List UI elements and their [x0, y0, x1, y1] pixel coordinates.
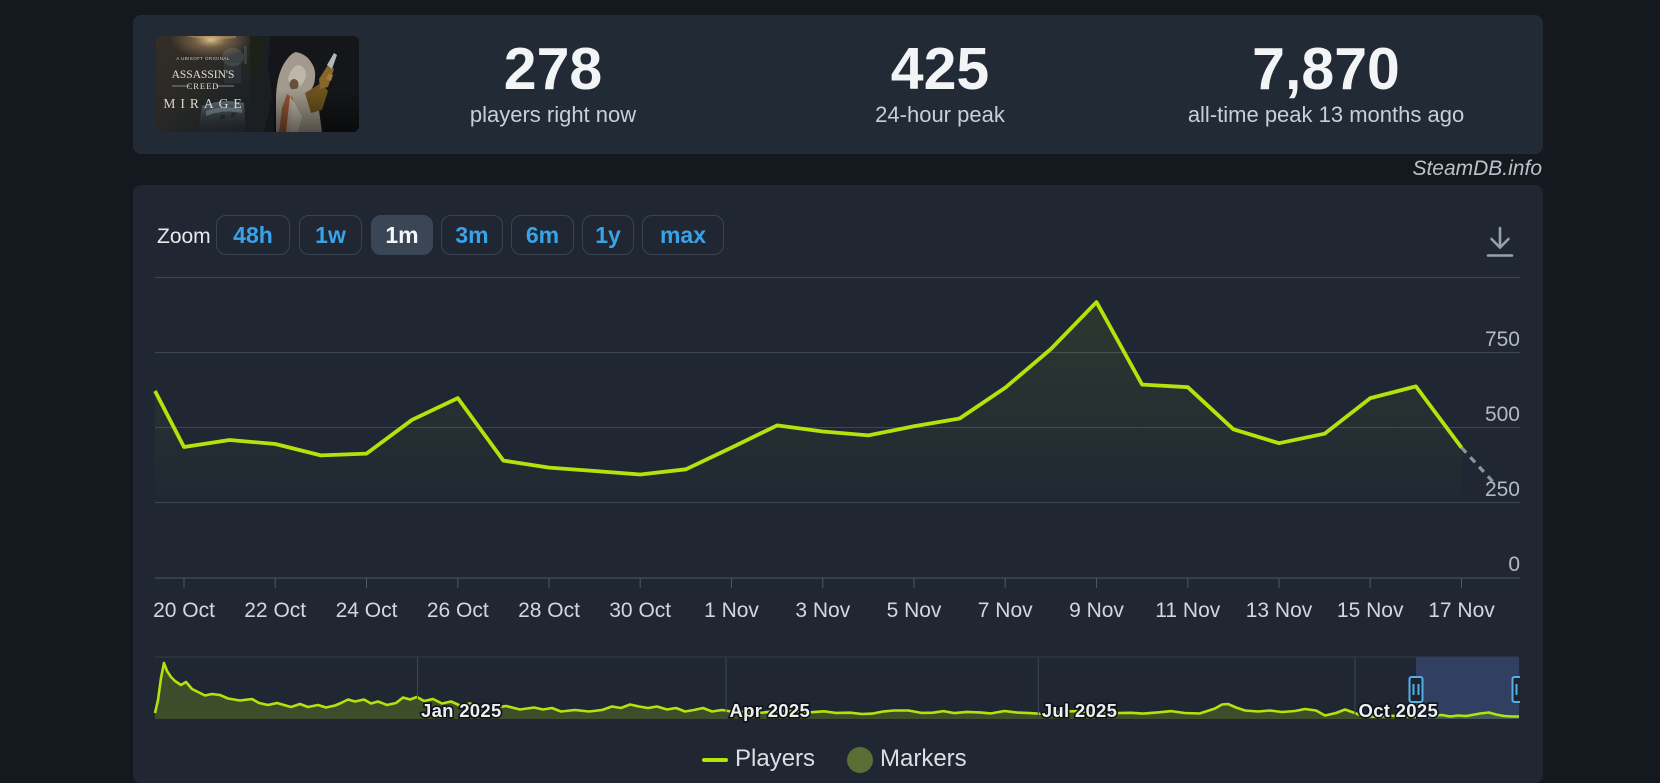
svg-text:7 Nov: 7 Nov — [978, 599, 1033, 622]
svg-text:15 Nov: 15 Nov — [1337, 599, 1404, 622]
svg-text:28 Oct: 28 Oct — [518, 599, 580, 622]
svg-text:22 Oct: 22 Oct — [244, 599, 306, 622]
svg-text:13 Nov: 13 Nov — [1246, 599, 1313, 622]
svg-text:3 Nov: 3 Nov — [795, 599, 850, 622]
svg-text:5 Nov: 5 Nov — [887, 599, 942, 622]
svg-text:24 Oct: 24 Oct — [336, 599, 398, 622]
svg-text:Jul 2025: Jul 2025 — [1042, 700, 1117, 721]
svg-text:ASSASSIN'S: ASSASSIN'S — [172, 69, 235, 81]
svg-text:30 Oct: 30 Oct — [609, 599, 671, 622]
svg-text:MIRAGE: MIRAGE — [163, 96, 246, 111]
svg-text:11 Nov: 11 Nov — [1155, 599, 1220, 622]
svg-text:0: 0 — [1508, 553, 1520, 576]
svg-text:250: 250 — [1485, 478, 1520, 501]
svg-text:26 Oct: 26 Oct — [427, 599, 489, 622]
svg-text:750: 750 — [1485, 328, 1520, 351]
svg-text:Apr 2025: Apr 2025 — [730, 700, 811, 721]
svg-text:1 Nov: 1 Nov — [704, 599, 759, 622]
svg-text:17 Nov: 17 Nov — [1428, 599, 1495, 622]
svg-text:20 Oct: 20 Oct — [153, 599, 215, 622]
svg-text:9 Nov: 9 Nov — [1069, 599, 1124, 622]
svg-text:Oct 2025: Oct 2025 — [1359, 700, 1439, 721]
svg-text:Jan 2025: Jan 2025 — [421, 700, 502, 721]
svg-text:CREED: CREED — [187, 81, 220, 91]
svg-text:A UBISOFT ORIGINAL: A UBISOFT ORIGINAL — [176, 56, 229, 61]
svg-text:500: 500 — [1485, 403, 1520, 426]
